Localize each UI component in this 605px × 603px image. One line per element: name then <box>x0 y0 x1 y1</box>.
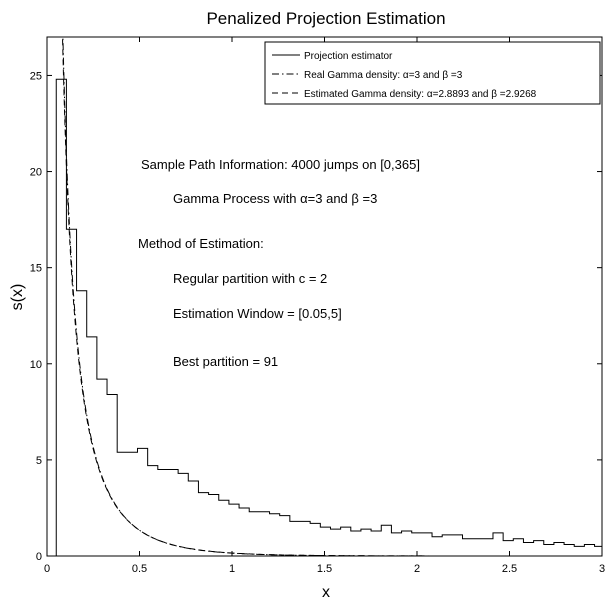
y-tick-label: 10 <box>30 359 42 371</box>
x-tick-label: 1 <box>229 563 235 575</box>
y-tick-label: 15 <box>30 263 42 275</box>
y-tick-label: 20 <box>30 167 42 179</box>
legend-label-projection: Projection estimator <box>304 51 393 62</box>
x-tick-label: 2 <box>414 563 420 575</box>
y-tick-label: 5 <box>36 455 42 467</box>
legend: Projection estimator Real Gamma density:… <box>264 41 601 105</box>
x-ticks: 0 0.5 1 1.5 2 2.5 3 <box>44 37 605 575</box>
x-axis-label: x <box>322 584 330 601</box>
y-ticks: 0 5 10 15 20 25 <box>30 70 602 563</box>
y-tick-label: 25 <box>30 70 42 82</box>
series-projection-estimator <box>55 78 602 556</box>
x-tick-label: 0.5 <box>132 563 147 575</box>
annotation-sample-path: Sample Path Information: 4000 jumps on [… <box>141 157 420 172</box>
plot-frame <box>46 36 603 557</box>
x-tick-label: 3 <box>599 563 605 575</box>
x-tick-label: 1.5 <box>317 563 332 575</box>
annotation-gamma-process: Gamma Process with α=3 and β =3 <box>173 191 377 206</box>
x-tick-label: 2.5 <box>502 563 517 575</box>
annotation-partition: Regular partition with c = 2 <box>173 271 327 286</box>
legend-label-estimated: Estimated Gamma density: α=2.8893 and β … <box>304 89 537 100</box>
y-tick-label: 0 <box>36 551 42 563</box>
annotation-method-heading: Method of Estimation: <box>138 236 264 251</box>
annotation-window: Estimation Window = [0.05,5] <box>173 306 342 321</box>
y-axis-label: s(x) <box>9 284 26 311</box>
chart-title: Penalized Projection Estimation <box>206 9 445 28</box>
x-tick-label: 0 <box>44 563 50 575</box>
legend-label-real: Real Gamma density: α=3 and β =3 <box>304 70 463 81</box>
annotations: Sample Path Information: 4000 jumps on [… <box>138 157 420 369</box>
annotation-best-partition: Best partition = 91 <box>173 354 278 369</box>
legend-box <box>264 41 601 105</box>
